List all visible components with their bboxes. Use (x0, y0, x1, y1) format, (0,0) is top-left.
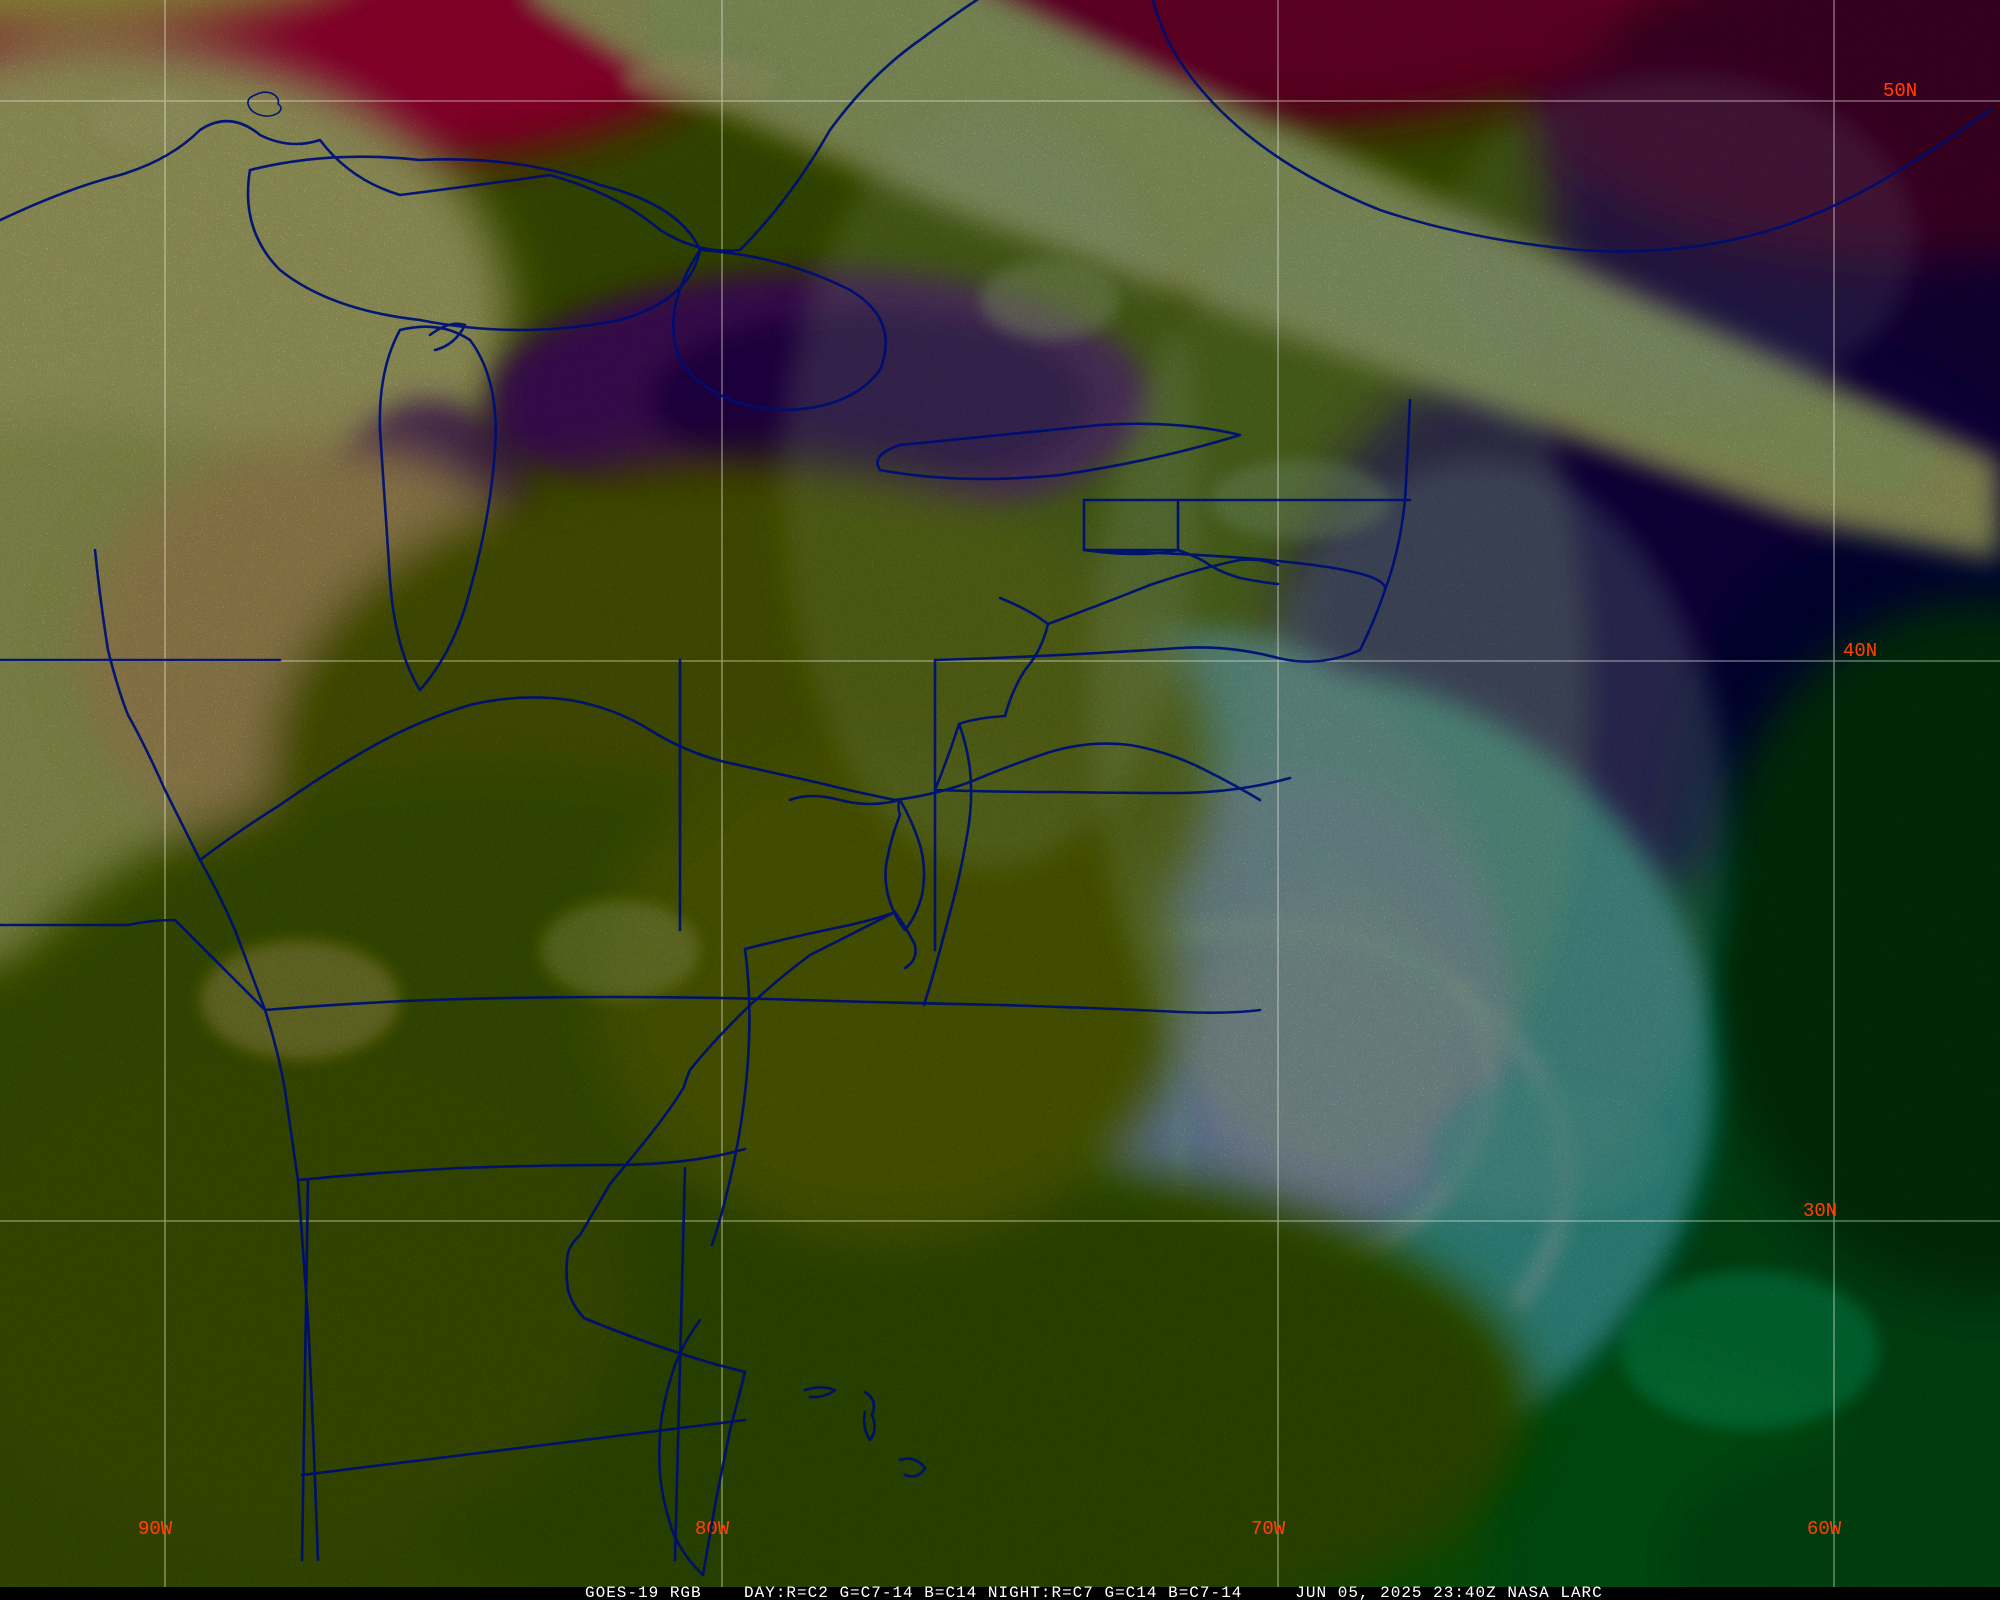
svg-text:70W: 70W (1251, 1518, 1286, 1540)
svg-text:GOES-19 RGB DAY:R=C2 G=C7-1: GOES-19 RGB DAY:R=C2 G=C7-14 B=C14 NIGHT… (585, 1584, 1603, 1600)
svg-text:90W: 90W (138, 1518, 173, 1540)
svg-text:40N: 40N (1843, 640, 1877, 662)
svg-text:50N: 50N (1883, 80, 1917, 102)
svg-text:30N: 30N (1803, 1200, 1837, 1222)
svg-text:60W: 60W (1807, 1518, 1842, 1540)
